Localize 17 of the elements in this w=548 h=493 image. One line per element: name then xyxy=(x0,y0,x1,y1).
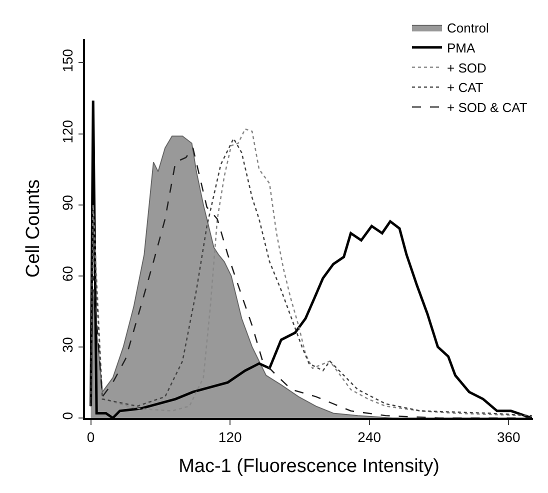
x-tick-label: 120 xyxy=(218,428,242,445)
y-tick-label: 0 xyxy=(60,412,76,420)
x-axis-title: Mac-1 (Fluorescence Intensity) xyxy=(178,456,440,478)
y-tick-label: 30 xyxy=(60,336,76,353)
y-tick-label: 60 xyxy=(60,266,76,282)
legend-label: + CAT xyxy=(447,80,484,96)
y-tick-label: 150 xyxy=(60,48,76,72)
y-axis-title: Cell Counts xyxy=(23,179,44,278)
legend-label: + SOD & CAT xyxy=(447,100,528,116)
x-tick-label: 0 xyxy=(86,428,95,445)
y-tick-label: 90 xyxy=(60,194,76,210)
x-tick-label: 240 xyxy=(358,428,382,445)
legend-label: Control xyxy=(447,20,490,36)
legend-label: + SOD xyxy=(447,60,486,76)
legend-label: PMA xyxy=(447,40,476,56)
y-tick-label: 120 xyxy=(60,120,76,144)
x-tick-label: 360 xyxy=(496,428,521,445)
